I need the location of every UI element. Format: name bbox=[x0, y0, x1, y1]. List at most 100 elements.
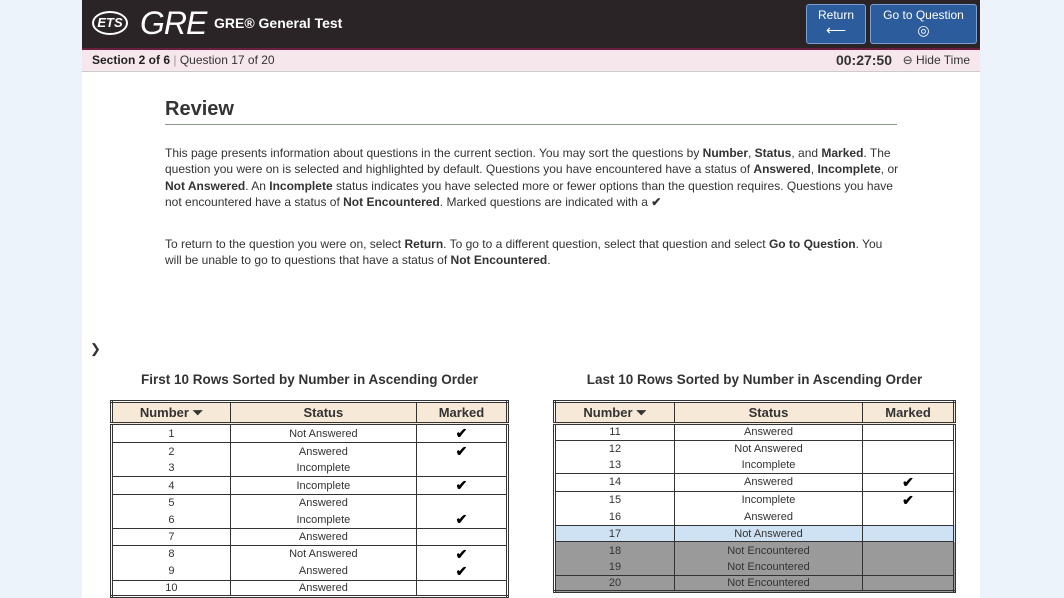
status-cell: Incomplete bbox=[674, 456, 863, 474]
status-cell: Answered bbox=[229, 528, 417, 546]
question-row[interactable]: 4 Incomplete ✔ bbox=[111, 476, 509, 495]
questions-table-first: Number ⏷ Status Marked 1 Not Answered ✔ 2 Answe… bbox=[110, 400, 509, 598]
marked-cell bbox=[415, 460, 509, 477]
question-row[interactable]: 18 Not Encountered bbox=[554, 541, 955, 559]
marked-cell: ✔ bbox=[862, 490, 955, 509]
marked-cell: ✔ bbox=[415, 544, 509, 563]
status-cell: Incomplete bbox=[229, 511, 417, 529]
marked-cell: ✔ bbox=[862, 472, 955, 492]
question-row[interactable]: 8 Not Answered ✔ bbox=[111, 544, 509, 563]
number-cell: 17 bbox=[554, 524, 675, 542]
question-row[interactable]: 1 Not Answered ✔ bbox=[111, 423, 509, 443]
marked-cell: ✔ bbox=[415, 562, 509, 581]
text-segment: . To go to a different question, select … bbox=[443, 237, 769, 251]
status-cell: Not Encountered bbox=[674, 574, 863, 592]
question-row[interactable]: 14 Answered ✔ bbox=[554, 472, 955, 492]
question-row[interactable]: 20 Not Encountered bbox=[554, 574, 955, 592]
questions-table-last: Number ⏷ Status Marked 11 Answered 12 Not Answ… bbox=[553, 400, 956, 594]
question-row[interactable]: 19 Not Encountered bbox=[554, 558, 955, 576]
question-row[interactable]: 11 Answered bbox=[554, 423, 955, 441]
text-segment: . The question you were on is selected a… bbox=[165, 146, 891, 177]
top-bar: ETS GRE GRE® General Test Return ⟵ Go to… bbox=[82, 0, 980, 48]
hide-time-button[interactable]: ⊖ Hide Time bbox=[903, 50, 970, 71]
number-cell: 1 bbox=[111, 423, 231, 443]
bold-term: Marked bbox=[821, 146, 864, 160]
sort-by-number-header[interactable]: Number ⏷ bbox=[111, 401, 231, 425]
go-to-question-label: Go to Question bbox=[883, 8, 964, 22]
number-cell: 9 bbox=[111, 562, 231, 581]
status-cell: Answered bbox=[674, 508, 863, 526]
text-segment: , and bbox=[791, 146, 822, 160]
gre-logo: GRE bbox=[140, 5, 207, 41]
status-cell: Incomplete bbox=[229, 476, 417, 495]
text-segment: status indicates you have selected more … bbox=[165, 178, 893, 209]
marked-cell bbox=[415, 494, 509, 512]
text-segment: , or bbox=[880, 162, 899, 177]
question-row[interactable]: 16 Answered bbox=[554, 508, 955, 526]
status-cell: Not Answered bbox=[229, 544, 417, 563]
number-cell: 3 bbox=[111, 460, 231, 477]
question-row[interactable]: 6 Incomplete ✔ bbox=[111, 511, 509, 529]
bold-term: Return bbox=[404, 237, 444, 251]
bold-term: Go to Question bbox=[768, 237, 856, 251]
checkmark-icon: ✔ bbox=[455, 511, 468, 528]
table-caption-last: Last 10 Rows Sorted by Number in Ascendi… bbox=[586, 372, 923, 387]
minus-circle-icon: ⊖ bbox=[902, 53, 913, 67]
return-button[interactable]: Return ⟵ bbox=[806, 4, 866, 44]
sort-by-status-header[interactable]: Status bbox=[674, 401, 863, 425]
checkmark-icon: ✔ bbox=[902, 491, 914, 508]
marked-cell bbox=[862, 423, 955, 441]
timer: 00:27:50 bbox=[835, 52, 892, 68]
number-cell: 10 bbox=[111, 579, 231, 597]
sort-by-marked-header[interactable]: Marked bbox=[415, 401, 509, 425]
question-row[interactable]: 13 Incomplete bbox=[554, 456, 955, 474]
question-row[interactable]: 5 Answered bbox=[111, 494, 509, 512]
question-row[interactable]: 3 Incomplete bbox=[111, 460, 509, 477]
checkmark-icon: ✔ bbox=[902, 473, 914, 490]
status-cell: Answered bbox=[229, 579, 417, 597]
question-row[interactable]: 9 Answered ✔ bbox=[111, 562, 509, 581]
text-segment: , bbox=[748, 146, 755, 160]
status-cell: Not Answered bbox=[674, 439, 863, 457]
arrow-left-icon: ⟵ bbox=[825, 22, 847, 38]
sort-by-number-header[interactable]: Number ⏷ bbox=[554, 401, 675, 425]
marked-cell bbox=[862, 439, 955, 457]
checkmark-icon: ✔ bbox=[455, 562, 468, 579]
sort-by-marked-header[interactable]: Marked bbox=[862, 401, 955, 425]
status-cell: Not Answered bbox=[229, 423, 417, 443]
review-screen: ETS GRE GRE® General Test Return ⟵ Go to… bbox=[82, 0, 980, 598]
text-segment: . bbox=[547, 253, 551, 268]
status-cell: Incomplete bbox=[229, 460, 417, 477]
text-segment: This page presents information about que… bbox=[165, 146, 703, 160]
chevron-right-icon[interactable]: ❯ bbox=[90, 341, 101, 356]
number-cell: 19 bbox=[554, 558, 675, 576]
marked-cell bbox=[862, 456, 955, 474]
question-row[interactable]: 15 Incomplete ✔ bbox=[554, 490, 955, 509]
status-bar: Section 2 of 6 | Question 17 of 20 00:27… bbox=[82, 48, 980, 72]
instructions-paragraph-2: To return to the question you were on, s… bbox=[165, 236, 900, 269]
bold-term: Not Encountered bbox=[450, 253, 548, 268]
bold-term: Incomplete bbox=[817, 162, 881, 177]
status-cell: Answered bbox=[229, 494, 417, 512]
number-cell: 16 bbox=[554, 508, 675, 526]
go-to-question-button[interactable]: Go to Question ◎ bbox=[870, 4, 977, 44]
number-cell: 14 bbox=[554, 472, 675, 492]
question-row[interactable]: 17 Not Answered bbox=[554, 524, 955, 542]
question-row[interactable]: 7 Answered bbox=[111, 528, 509, 546]
marked-cell: ✔ bbox=[415, 423, 509, 443]
text-segment: , bbox=[810, 162, 818, 177]
marked-cell bbox=[415, 528, 509, 546]
number-cell: 4 bbox=[111, 476, 231, 495]
sort-by-status-header[interactable]: Status bbox=[229, 401, 417, 425]
number-cell: 6 bbox=[111, 511, 231, 529]
marked-cell: ✔ bbox=[415, 442, 509, 460]
question-row[interactable]: 2 Answered ✔ bbox=[111, 442, 509, 460]
section-indicator: Section 2 of 6 bbox=[92, 53, 171, 67]
status-cell: Answered bbox=[674, 472, 863, 492]
marked-cell bbox=[862, 541, 955, 559]
question-row[interactable]: 12 Not Answered bbox=[554, 439, 955, 457]
bold-term: Number bbox=[702, 146, 748, 160]
return-label: Return bbox=[817, 8, 855, 22]
question-row[interactable]: 10 Answered bbox=[111, 579, 509, 597]
divider bbox=[165, 124, 897, 125]
